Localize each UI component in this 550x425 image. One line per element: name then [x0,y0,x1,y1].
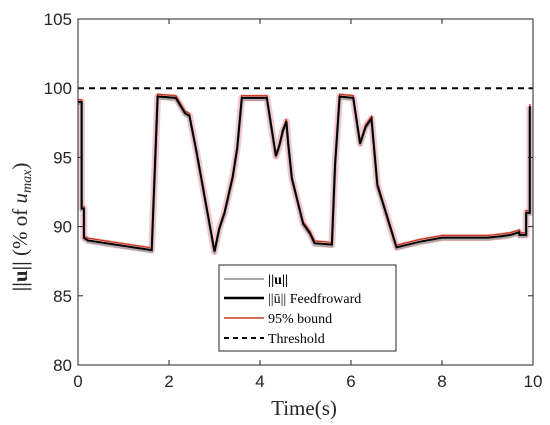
y-tick-label: 100 [44,79,72,98]
x-axis-ticks: 0 2 4 6 8 10 [73,19,542,391]
x-tick-label: 2 [164,372,173,391]
bound-bands [78,93,534,256]
axes-box [77,18,534,366]
y-axis-label-close: ) [8,163,32,170]
x-tick-label: 4 [255,372,264,391]
x-tick-label: 0 [73,372,82,391]
y-tick-label: 80 [53,356,72,375]
x-tick-label: 8 [437,372,446,391]
x-tick-label: 6 [346,372,355,391]
y-axis-label-u: u [8,193,32,204]
legend-label-bound: 95% bound [268,312,332,327]
y-axis-ticks: 80 85 90 95 100 105 [44,10,533,375]
series-lines [78,95,532,254]
y-axis-label-sub: max [20,169,35,193]
legend-label-u: ||u|| [268,273,288,288]
y-axis-label: ||u|| (% of umax) [8,163,35,292]
y-tick-label: 105 [44,10,72,29]
legend-label-threshold: Threshold [268,332,325,347]
y-tick-label: 95 [53,148,72,167]
x-axis-label: Time(s) [271,396,337,420]
x-tick-label: 10 [524,372,543,391]
y-tick-label: 90 [53,218,72,237]
legend: ||u|| ||ū|| Feedfroward 95% bound Thresh… [218,264,397,352]
y-axis-label-mid: (% of [8,203,32,261]
y-axis-label-norm: ||u|| [8,261,32,291]
y-tick-label: 85 [53,287,72,306]
legend-label-feedforward: ||ū|| Feedfroward [268,292,361,307]
feedforward-line [78,95,531,252]
